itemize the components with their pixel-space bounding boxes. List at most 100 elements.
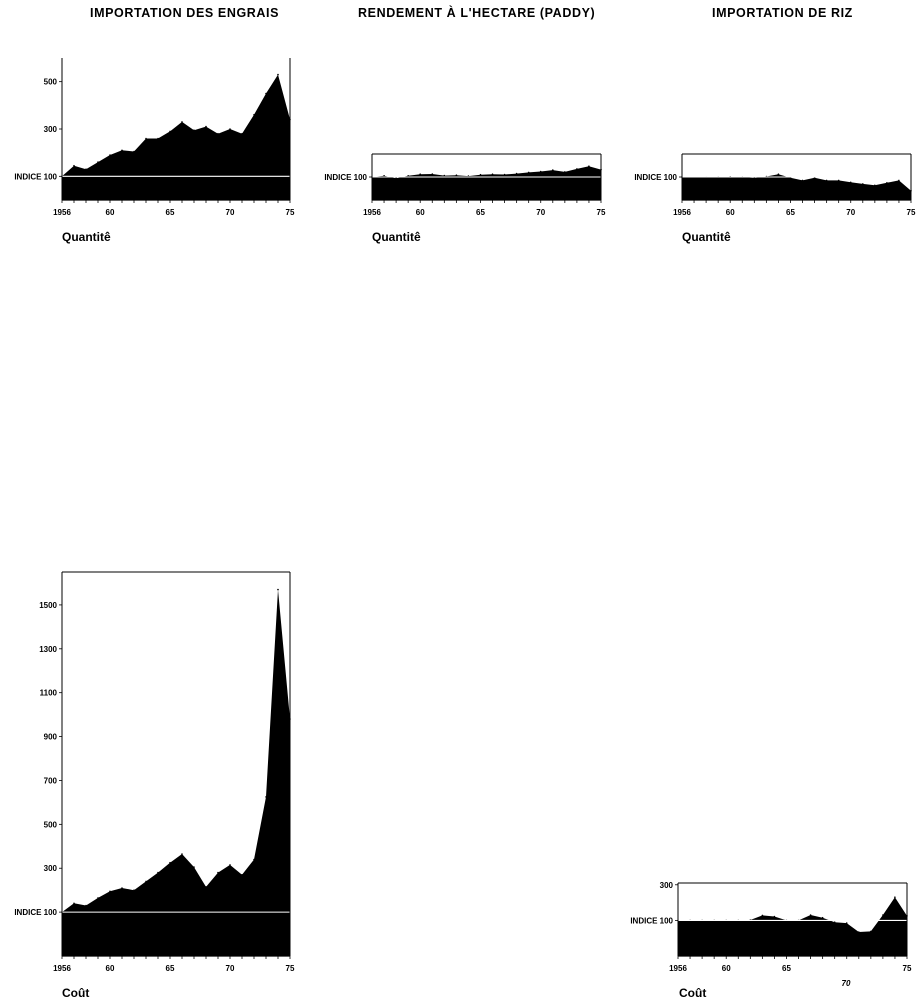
- paddy-quantite-x-label-60: 60: [416, 208, 425, 217]
- engrais-cout-x-label-65: 65: [166, 964, 175, 973]
- engrais-quantite-x-label-60: 60: [106, 208, 115, 217]
- engrais-cout-y-label-100: INDICE 100: [14, 908, 57, 917]
- paddy-quantite-point-1970: [539, 170, 542, 173]
- engrais-quantite-point-1959: [97, 161, 99, 163]
- engrais-quantite-point-1960: [109, 154, 111, 156]
- riz-quantite-caption: Quantitê: [682, 230, 731, 244]
- engrais-cout-point-1959: [97, 897, 99, 899]
- paddy-quantite-x-label-70: 70: [536, 208, 545, 217]
- riz-cout-point-1964: [773, 915, 776, 918]
- riz-cout-x-label-65: 65: [782, 964, 791, 973]
- paddy-quantite-point-1966: [491, 173, 494, 175]
- engrais-cout-x-label-1956: 1956: [53, 964, 71, 973]
- riz-quantite-point-1969: [837, 179, 840, 182]
- engrais-quantite-point-1963: [145, 137, 147, 140]
- riz-quantite-point-1974: [898, 179, 900, 182]
- riz-cout-y-label-100: INDICE 100: [630, 916, 673, 925]
- riz-cout-x-label-60: 60: [722, 964, 731, 973]
- engrais-cout-point-1973: [265, 796, 267, 798]
- paddy-quantite-point-1959: [407, 175, 410, 177]
- engrais-quantite-point-1969: [217, 132, 219, 135]
- riz-cout-x-label-1956: 1956: [669, 964, 687, 973]
- paddy-quantite-y-label-100: INDICE 100: [324, 173, 367, 182]
- paddy-quantite-point-1968: [515, 172, 518, 175]
- engrais-quantite-y-label-500: 500: [44, 78, 58, 87]
- engrais-quantite-x-label-65: 65: [166, 208, 175, 217]
- header-riz: IMPORTATION DE RIZ: [712, 6, 853, 20]
- engrais-quantite-x-label-1956: 1956: [53, 208, 71, 217]
- engrais-quantite-point-1967: [193, 129, 195, 131]
- engrais-quantite-point-1971: [241, 132, 243, 135]
- paddy-quantite-point-1958: [395, 177, 397, 179]
- riz-cout-point-1972: [870, 930, 872, 933]
- paddy-quantite-point-1974: [588, 165, 590, 167]
- engrais-quantite-point-1970: [229, 128, 231, 130]
- riz-cout-x-label-75: 75: [903, 964, 912, 973]
- engrais-quantite-point-1972: [253, 114, 255, 116]
- riz-cout-point-1971: [858, 931, 860, 933]
- engrais-cout-point-1974: [277, 588, 279, 591]
- engrais-quantite-point-1968: [205, 125, 207, 128]
- paddy-quantite-area: [372, 166, 601, 200]
- engrais-cout-caption: Coût: [62, 986, 89, 1000]
- engrais-cout-point-1967: [193, 866, 195, 868]
- riz-cout-point-1967: [809, 914, 812, 916]
- engrais-cout-point-1958: [85, 904, 87, 907]
- paddy-quantite-x-label-65: 65: [476, 208, 485, 217]
- engrais-cout-point-1964: [157, 871, 159, 874]
- paddy-quantite-point-1971: [552, 169, 554, 171]
- engrais-cout-point-1957: [73, 902, 75, 905]
- engrais-quantite-point-1958: [85, 168, 87, 170]
- engrais-quantite-point-1966: [181, 121, 183, 123]
- riz-quantite-x-label-75: 75: [907, 208, 916, 217]
- engrais-quantite-point-1962: [133, 150, 135, 153]
- paddy-quantite-x-label-75: 75: [597, 208, 606, 217]
- engrais-quantite-point-1974: [277, 73, 279, 76]
- engrais-cout-x-label-75: 75: [286, 964, 295, 973]
- paddy-quantite-point-1957: [383, 175, 385, 177]
- engrais-cout-point-1972: [253, 858, 255, 861]
- engrais-cout-x-label-70: 70: [226, 964, 235, 973]
- engrais-cout-y-label-500: 500: [44, 820, 58, 829]
- riz-cout-point-1969: [833, 921, 836, 923]
- paddy-quantite-point-1965: [479, 173, 482, 176]
- riz-quantite-point-1964: [777, 173, 780, 175]
- riz-quantite-x-label-70: 70: [846, 208, 855, 217]
- engrais-cout-point-1963: [145, 880, 147, 883]
- engrais-quantite-x-label-70: 70: [226, 208, 235, 217]
- riz-quantite-point-1973: [886, 182, 888, 184]
- engrais-cout-y-label-1300: 1300: [39, 645, 57, 654]
- riz-cout-extra-label: 70: [842, 979, 851, 988]
- engrais-cout-y-label-1500: 1500: [39, 601, 57, 610]
- paddy-quantite-point-1963: [455, 174, 458, 176]
- riz-cout-point-1970: [845, 922, 848, 924]
- riz-quantite-point-1971: [862, 183, 864, 185]
- paddy-quantite-point-1972: [564, 171, 566, 173]
- engrais-quantite-x-label-75: 75: [286, 208, 295, 217]
- engrais-cout-y-label-900: 900: [44, 733, 58, 742]
- riz-cout-area: [678, 897, 907, 956]
- engrais-cout-point-1966: [181, 853, 183, 855]
- engrais-cout-point-1969: [217, 871, 219, 874]
- riz-cout-point-1963: [761, 914, 764, 917]
- paddy-quantite-x-label-1956: 1956: [363, 208, 381, 217]
- paddy-quantite-caption: Quantitê: [372, 230, 421, 244]
- engrais-quantite-point-1964: [157, 137, 159, 140]
- engrais-quantite-point-1957: [73, 164, 75, 167]
- paddy-quantite-point-1960: [419, 173, 422, 175]
- engrais-cout-point-1962: [133, 889, 135, 891]
- engrais-cout-y-label-300: 300: [44, 864, 58, 873]
- riz-quantite-point-1972: [874, 184, 876, 187]
- paddy-quantite-point-1973: [576, 168, 578, 170]
- engrais-cout-point-1968: [205, 886, 207, 888]
- engrais-quantite-caption: Quantitê: [62, 230, 111, 244]
- riz-quantite-point-1966: [801, 179, 804, 182]
- paddy-quantite-point-1969: [527, 171, 530, 174]
- riz-quantite-x-label-1956: 1956: [673, 208, 691, 217]
- riz-cout-point-1968: [821, 916, 824, 919]
- riz-quantite-y-label-100: INDICE 100: [634, 173, 677, 182]
- header-paddy: RENDEMENT À L'HECTARE (PADDY): [358, 6, 596, 20]
- engrais-cout-point-1971: [241, 874, 243, 876]
- engrais-cout-point-1960: [109, 890, 111, 893]
